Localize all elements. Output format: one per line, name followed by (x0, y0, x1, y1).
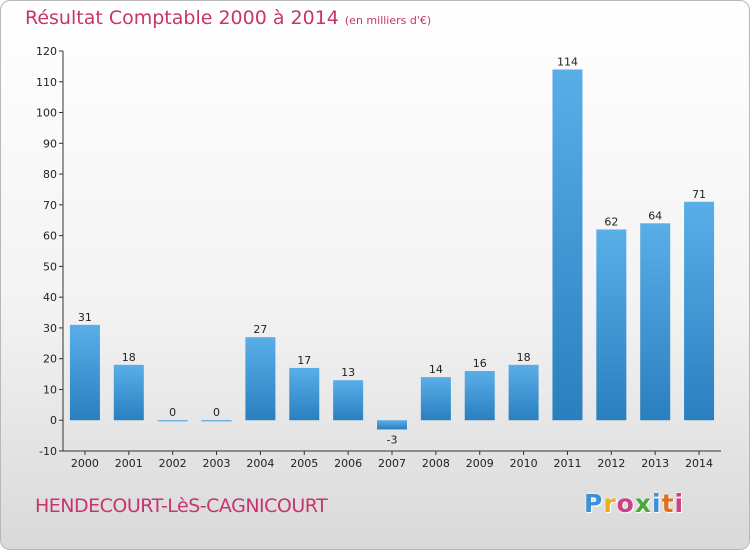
x-tick-label: 2003 (203, 457, 231, 470)
logo-letter: i (674, 489, 685, 518)
bar (464, 371, 495, 421)
value-label: 0 (169, 406, 176, 419)
value-label: 13 (341, 366, 355, 379)
bar (201, 420, 232, 422)
bar (508, 364, 539, 421)
logo-letter: x (634, 489, 652, 518)
bar (113, 364, 144, 421)
chart-unit: (en milliers d'€) (344, 14, 432, 27)
y-tick-label: 80 (43, 168, 57, 181)
logo-letter: r (603, 489, 617, 518)
bar (420, 377, 451, 421)
value-label: 114 (557, 55, 578, 68)
bar (157, 420, 188, 422)
y-tick-label: 20 (43, 353, 57, 366)
x-tick-label: 2000 (71, 457, 99, 470)
y-tick-label: 50 (43, 260, 57, 273)
bar (69, 324, 100, 421)
proxiti-logo[interactable]: Proxiti (584, 489, 684, 518)
y-tick-label: 0 (50, 414, 57, 427)
y-tick-label: 90 (43, 137, 57, 150)
y-tick-label: 10 (43, 383, 57, 396)
y-tick-label: 110 (36, 76, 57, 89)
value-label: 64 (648, 209, 662, 222)
y-tick-label: 60 (43, 230, 57, 243)
value-label: 18 (517, 351, 531, 364)
value-label: 71 (692, 188, 706, 201)
x-tick-label: 2013 (641, 457, 669, 470)
bar (552, 69, 583, 421)
value-label: 0 (213, 406, 220, 419)
x-tick-label: 2002 (159, 457, 187, 470)
x-tick-label: 2001 (115, 457, 143, 470)
y-tick-label: 70 (43, 199, 57, 212)
x-tick-label: 2014 (685, 457, 713, 470)
value-label: -3 (387, 433, 398, 446)
value-label: 17 (297, 354, 311, 367)
bar (640, 223, 671, 421)
bar (245, 337, 276, 421)
value-label: 14 (429, 363, 443, 376)
x-tick-label: 2005 (290, 457, 318, 470)
bar (684, 201, 715, 421)
bar (289, 367, 320, 421)
x-tick-label: 2004 (246, 457, 274, 470)
y-tick-label: 120 (36, 45, 57, 58)
value-label: 27 (253, 323, 267, 336)
value-label: 62 (604, 215, 618, 228)
logo-letter: i (652, 489, 662, 518)
x-tick-label: 2008 (422, 457, 450, 470)
x-tick-label: 2011 (553, 457, 581, 470)
bar (377, 420, 407, 430)
chart-title: Résultat Comptable 2000 à 2014 (en millie… (25, 7, 432, 29)
y-tick-label: 100 (36, 107, 57, 120)
bar (333, 380, 364, 421)
x-tick-label: 2012 (597, 457, 625, 470)
x-tick-label: 2009 (466, 457, 494, 470)
bar (596, 229, 627, 421)
logo-letter: t (661, 489, 675, 518)
value-label: 18 (122, 351, 136, 364)
y-tick-label: -10 (39, 445, 57, 458)
commune-name: HENDECOURT-LèS-CAGNICOURT (35, 495, 328, 517)
y-tick-label: 40 (43, 291, 57, 304)
y-tick-label: 30 (43, 322, 57, 335)
logo-letter: P (584, 489, 604, 518)
value-label: 31 (78, 311, 92, 324)
x-tick-label: 2007 (378, 457, 406, 470)
x-tick-label: 2010 (510, 457, 538, 470)
logo-letter: o (616, 489, 635, 518)
x-tick-label: 2006 (334, 457, 362, 470)
value-label: 16 (473, 357, 487, 370)
